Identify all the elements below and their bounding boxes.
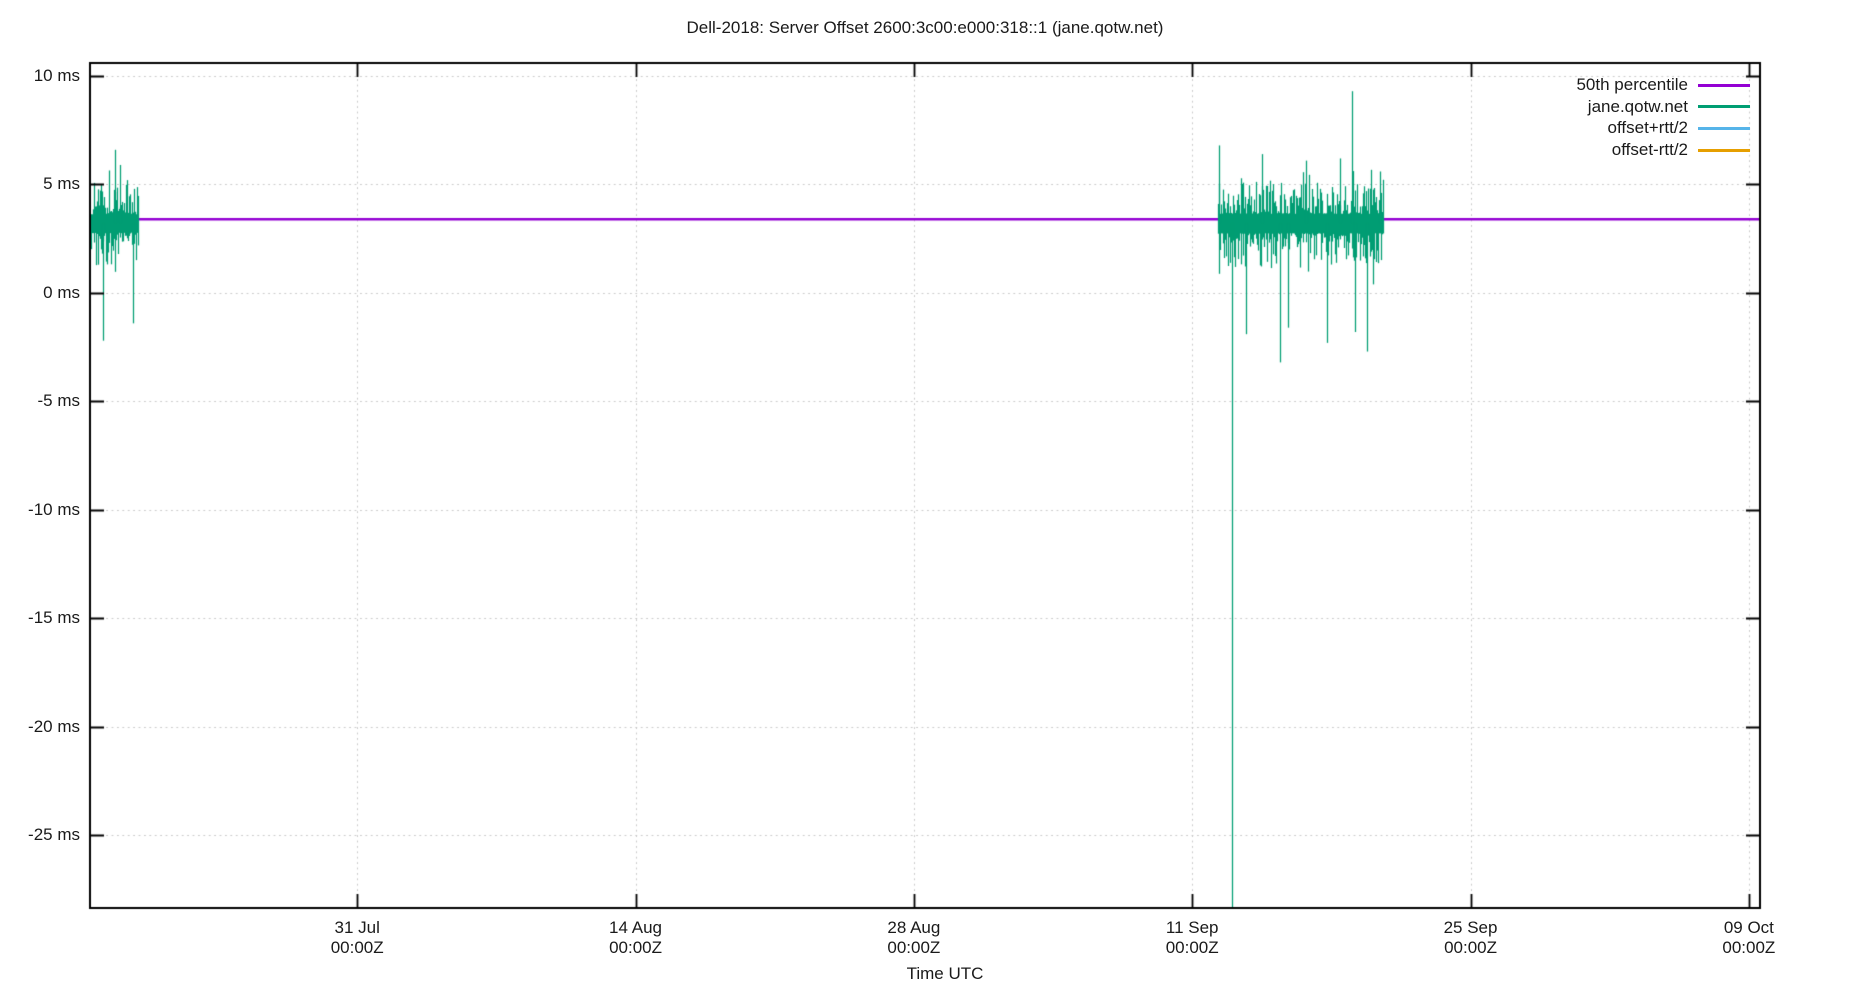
y-tick-label: -20 ms: [28, 716, 80, 736]
x-tick-time: 00:00Z: [887, 938, 941, 957]
legend-label: offset+rtt/2: [1607, 118, 1688, 138]
x-tick-date: 25 Sep: [1443, 918, 1498, 937]
x-axis-title: Time UTC: [906, 964, 984, 983]
chart-title: Dell-2018: Server Offset 2600:3c00:e000:…: [686, 18, 1164, 37]
x-tick-date: 09 Oct: [1723, 918, 1774, 937]
x-tick-label: 14 Aug 00:00Z: [566, 918, 706, 958]
x-tick-date: 14 Aug: [609, 918, 662, 937]
x-tick-label: 28 Aug 00:00Z: [844, 918, 984, 958]
x-tick-date: 11 Sep: [1165, 918, 1219, 937]
x-tick-label: 25 Sep 00:00Z: [1401, 918, 1541, 958]
x-tick-date: 31 Jul: [334, 918, 380, 937]
y-tick-label: 10 ms: [33, 66, 80, 86]
x-tick-time: 00:00Z: [1165, 938, 1219, 957]
x-tick-time: 00:00Z: [609, 938, 662, 957]
y-tick-label: 0 ms: [43, 282, 80, 302]
x-tick-time: 00:00Z: [1444, 938, 1497, 957]
legend-line-sample: [1698, 105, 1750, 109]
y-tick-label: 5 ms: [43, 174, 80, 194]
legend-label: jane.qotw.net: [1587, 96, 1688, 116]
legend-line-sample: [1698, 126, 1750, 130]
x-tick-label: 09 Oct 00:00Z: [1679, 918, 1819, 958]
legend-label: 50th percentile: [1576, 75, 1688, 94]
y-tick-label: -10 ms: [28, 499, 80, 519]
y-tick-label: -5 ms: [37, 391, 81, 411]
legend-line-sample: [1698, 83, 1750, 87]
x-tick-time: 00:00Z: [330, 938, 384, 957]
y-tick-label: -15 ms: [28, 608, 80, 628]
x-tick-time: 00:00Z: [1722, 938, 1776, 957]
x-tick-label: 31 Jul 00:00Z: [287, 918, 427, 958]
x-tick-date: 28 Aug: [887, 918, 941, 937]
legend-label: offset-rtt/2: [1611, 140, 1688, 160]
x-tick-label: 11 Sep 00:00Z: [1122, 918, 1262, 958]
legend-line-sample: [1698, 148, 1750, 152]
y-tick-label: -25 ms: [28, 825, 80, 845]
